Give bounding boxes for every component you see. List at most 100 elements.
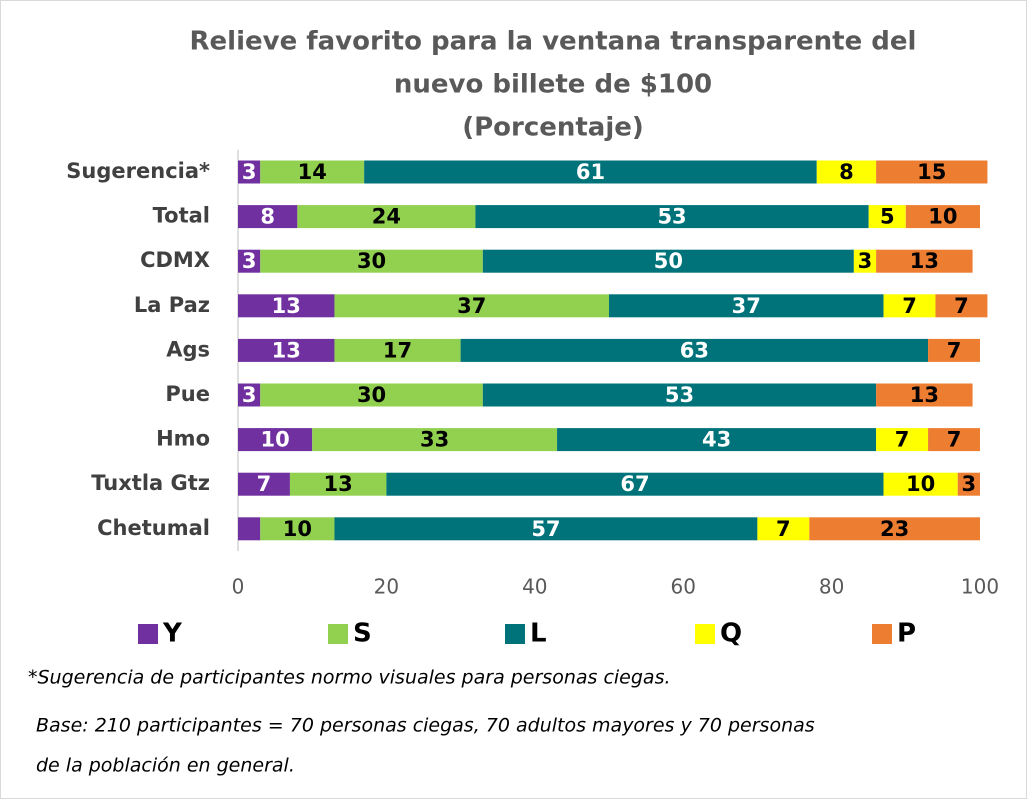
data-label: 5 bbox=[880, 205, 895, 229]
bar-segment bbox=[238, 160, 261, 184]
data-label: 67 bbox=[620, 472, 649, 496]
y-tick-label: La Paz bbox=[134, 293, 210, 317]
bar-segment bbox=[238, 294, 335, 318]
y-tick-label: Chetumal bbox=[97, 516, 210, 540]
bar-segment bbox=[928, 338, 980, 362]
data-label: 30 bbox=[357, 249, 386, 273]
bar-segment bbox=[260, 383, 483, 407]
y-tick-label: Tuxtla Gtz bbox=[91, 471, 210, 495]
bar-segment bbox=[334, 294, 609, 318]
y-tick-label: Hmo bbox=[156, 427, 210, 451]
footnote: de la población en general. bbox=[36, 755, 295, 777]
data-label: 7 bbox=[947, 338, 962, 362]
data-label: 30 bbox=[357, 383, 386, 407]
legend-label: Q bbox=[720, 619, 742, 649]
bar-segment bbox=[260, 160, 365, 184]
data-label: 7 bbox=[776, 517, 791, 541]
data-label: 13 bbox=[272, 338, 301, 362]
chart-title: nuevo billete de $100 bbox=[394, 70, 712, 100]
bar-segment bbox=[757, 517, 810, 541]
x-tick-label: 80 bbox=[819, 575, 844, 599]
legend-swatch bbox=[505, 624, 525, 644]
data-label: 7 bbox=[895, 428, 910, 452]
bar-segment bbox=[238, 383, 261, 407]
data-label: 3 bbox=[858, 249, 873, 273]
data-label: 14 bbox=[298, 160, 327, 184]
bar-segment bbox=[883, 294, 936, 318]
data-label: 8 bbox=[839, 160, 854, 184]
bar-segment bbox=[868, 205, 906, 229]
data-label: 37 bbox=[457, 294, 486, 318]
data-label: 61 bbox=[576, 160, 605, 184]
bar-segment bbox=[238, 205, 298, 229]
bar-segment bbox=[883, 472, 958, 496]
bar-segment bbox=[876, 249, 973, 273]
footnote: *Sugerencia de participantes normo visua… bbox=[28, 667, 671, 689]
bar-segment bbox=[853, 249, 877, 273]
bar-segment bbox=[238, 472, 290, 496]
x-tick-label: 60 bbox=[670, 575, 695, 599]
data-label: 3 bbox=[242, 249, 257, 273]
bar-segment bbox=[312, 428, 558, 452]
bar-segment bbox=[557, 428, 877, 452]
data-label: 33 bbox=[420, 428, 449, 452]
chart-title: Relieve favorito para la ventana transpa… bbox=[190, 27, 917, 57]
data-label: 7 bbox=[257, 472, 272, 496]
bar-segment bbox=[460, 338, 929, 362]
data-label: 15 bbox=[917, 160, 946, 184]
bar-segment bbox=[260, 249, 483, 273]
bar-segment bbox=[482, 249, 854, 273]
bar-segment bbox=[482, 383, 877, 407]
data-label: 8 bbox=[260, 205, 275, 229]
bar-segment bbox=[334, 517, 758, 541]
data-label: 13 bbox=[910, 383, 939, 407]
data-label: 37 bbox=[732, 294, 761, 318]
data-label: 53 bbox=[665, 383, 694, 407]
bar-segment bbox=[809, 517, 980, 541]
data-label: 53 bbox=[657, 205, 686, 229]
bar-segment bbox=[905, 205, 980, 229]
data-label: 10 bbox=[260, 428, 289, 452]
data-label: 13 bbox=[910, 249, 939, 273]
bar-segment bbox=[238, 517, 261, 541]
data-label: 13 bbox=[324, 472, 353, 496]
bar-segment bbox=[238, 428, 313, 452]
bar-segment bbox=[876, 428, 929, 452]
bar-segment bbox=[876, 383, 973, 407]
data-label: 7 bbox=[902, 294, 917, 318]
data-label: 24 bbox=[372, 205, 401, 229]
legend-swatch bbox=[695, 624, 715, 644]
bar-segment bbox=[260, 517, 335, 541]
bar-segment bbox=[364, 160, 817, 184]
bar-segment bbox=[238, 338, 335, 362]
x-tick-label: 20 bbox=[374, 575, 399, 599]
data-label: 63 bbox=[680, 338, 709, 362]
data-label: 57 bbox=[531, 517, 560, 541]
data-label: 10 bbox=[928, 205, 957, 229]
bar-segment bbox=[297, 205, 476, 229]
legend-swatch bbox=[872, 624, 892, 644]
y-tick-label: Sugerencia* bbox=[66, 159, 210, 183]
data-label: 17 bbox=[383, 338, 412, 362]
data-label: 13 bbox=[272, 294, 301, 318]
data-label: 43 bbox=[702, 428, 731, 452]
bar-segment bbox=[386, 472, 884, 496]
data-label: 10 bbox=[906, 472, 935, 496]
data-label: 3 bbox=[242, 383, 257, 407]
y-tick-label: Ags bbox=[166, 337, 210, 361]
legend-label: S bbox=[353, 619, 372, 649]
legend-label: Y bbox=[162, 619, 183, 649]
bar-segment bbox=[876, 160, 988, 184]
bar-segment bbox=[816, 160, 877, 184]
legend-swatch bbox=[138, 624, 158, 644]
y-tick-label: Total bbox=[153, 204, 210, 228]
chart-title: (Porcentaje) bbox=[462, 113, 644, 143]
data-label: 50 bbox=[654, 249, 683, 273]
x-tick-label: 100 bbox=[961, 575, 999, 599]
bar-segment bbox=[475, 205, 869, 229]
y-tick-label: CDMX bbox=[140, 248, 210, 272]
y-tick-label: Pue bbox=[165, 382, 210, 406]
data-label: 3 bbox=[962, 472, 977, 496]
footnote: Base: 210 participantes = 70 personas ci… bbox=[36, 715, 815, 737]
